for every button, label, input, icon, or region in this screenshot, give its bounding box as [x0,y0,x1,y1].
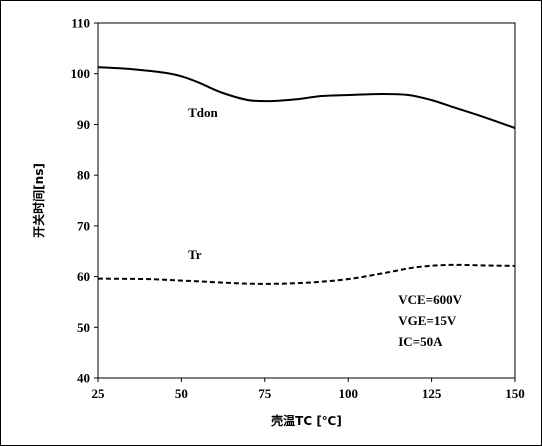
x-tick-label: 125 [422,386,442,401]
x-tick-label: 100 [338,386,358,401]
y-tick-label: 70 [77,218,90,233]
y-axis-title: 开关时间[ns] [31,163,46,238]
x-tick-label: 75 [258,386,272,401]
x-tick-label: 150 [505,386,525,401]
x-tick-label: 50 [175,386,188,401]
y-tick-label: 50 [77,320,90,335]
plot-area [97,22,516,379]
y-tick-label: 110 [71,16,90,31]
test-condition-line: VCE=600V [398,292,462,307]
y-tick-label: 90 [77,117,90,132]
series-line-tr [97,263,516,285]
test-condition-line: IC=50A [398,334,443,349]
series-label-tdon: Tdon [188,105,218,120]
test-condition-line: VGE=15V [398,313,457,328]
y-tick-label: 80 [77,168,90,183]
y-tick-label: 60 [77,269,90,284]
y-tick-label: 100 [71,66,91,81]
x-axis-title: 壳温TC [℃] [270,413,342,428]
x-tick-label: 25 [92,386,106,401]
series-label-tr: Tr [188,247,202,262]
series-line-tdon [97,66,516,129]
y-tick-label: 40 [77,371,90,386]
